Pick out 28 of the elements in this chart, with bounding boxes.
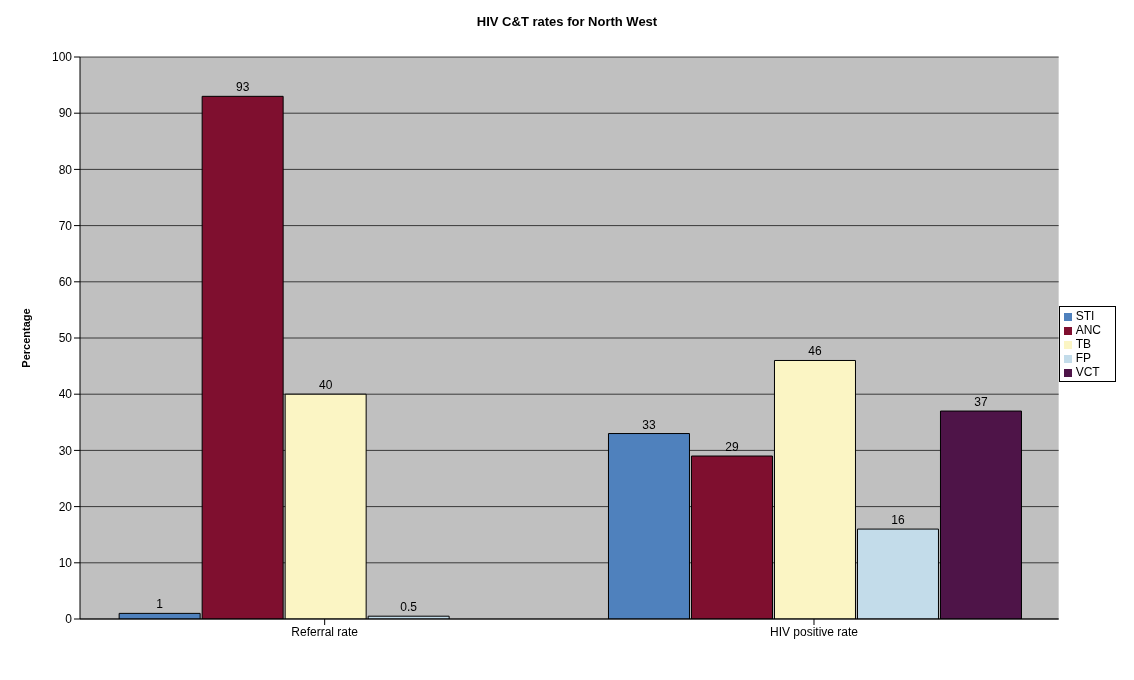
y-axis-title: Percentage: [19, 308, 32, 368]
y-tick-label: 80: [58, 162, 73, 177]
data-label: 0.5: [400, 600, 418, 615]
legend-label: STI: [1075, 309, 1095, 323]
data-label: 46: [808, 344, 822, 359]
legend-label: ANC: [1075, 323, 1101, 337]
legend-label: TB: [1075, 337, 1091, 351]
y-tick-label: 70: [58, 218, 73, 233]
chart-title: HIV C&T rates for North West: [475, 14, 659, 29]
y-tick-label: 0: [65, 612, 73, 627]
data-label: 40: [318, 378, 333, 393]
x-tick-label: HIV positive rate: [769, 624, 859, 639]
y-tick-label: 10: [58, 556, 73, 571]
data-label: 37: [974, 395, 988, 410]
y-tick-label: 90: [58, 106, 73, 121]
y-tick-label: 60: [58, 275, 73, 290]
legend-label: FP: [1075, 351, 1091, 365]
data-label: 93: [235, 80, 250, 95]
data-label: 33: [642, 417, 656, 432]
legend-label: VCT: [1075, 365, 1100, 379]
y-tick-label: 20: [58, 499, 73, 514]
data-label: 1: [156, 597, 164, 612]
data-label: 16: [891, 513, 905, 528]
y-tick-label: 40: [58, 387, 73, 402]
y-tick-label: 50: [58, 331, 73, 346]
y-tick-label: 100: [51, 50, 73, 65]
y-tick-label: 30: [58, 443, 73, 458]
x-tick-label: Referral rate: [291, 624, 359, 639]
